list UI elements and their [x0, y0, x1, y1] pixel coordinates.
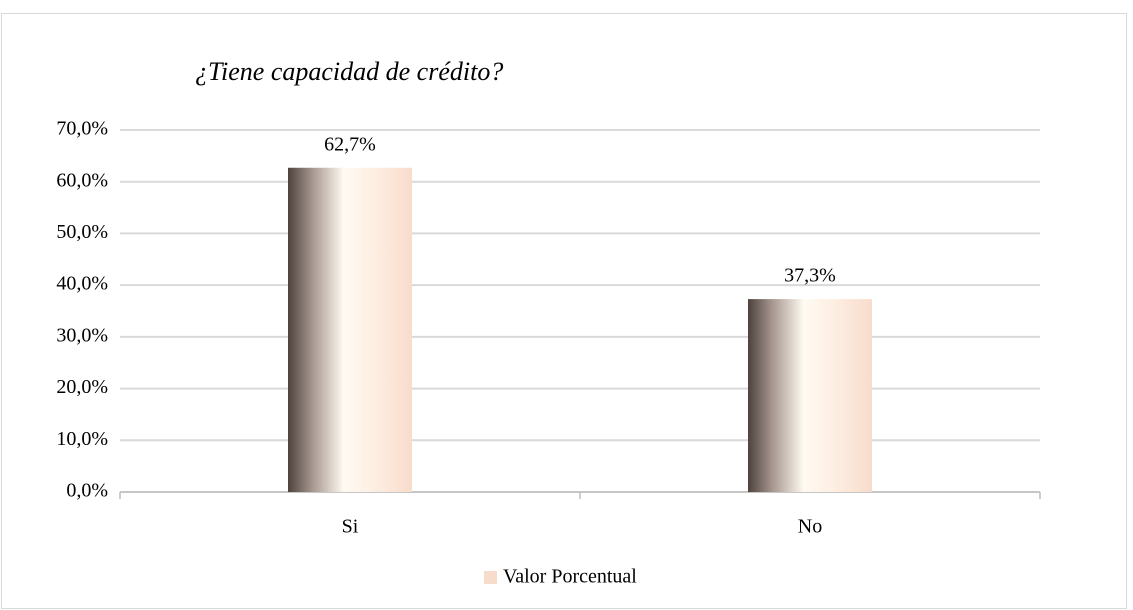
x-tick-label: Si [342, 516, 359, 538]
legend-swatch [484, 571, 497, 584]
legend-label: Valor Porcentual [503, 566, 637, 588]
data-label: 37,3% [784, 265, 836, 287]
chart-border [1, 13, 1127, 609]
y-tick-label: 50,0% [56, 221, 108, 243]
bar [288, 167, 412, 492]
y-tick-label: 20,0% [56, 376, 108, 398]
y-tick-label: 60,0% [56, 169, 108, 191]
y-tick-label: 70,0% [56, 118, 108, 140]
bar [748, 299, 872, 492]
data-label: 62,7% [324, 133, 376, 155]
chart-title: ¿Tiene capacidad de crédito? [195, 57, 503, 86]
y-tick-label: 30,0% [56, 324, 108, 346]
y-tick-label: 0,0% [66, 480, 108, 502]
y-tick-label: 10,0% [56, 428, 108, 450]
y-tick-label: 40,0% [56, 273, 108, 295]
x-tick-label: No [798, 516, 822, 538]
